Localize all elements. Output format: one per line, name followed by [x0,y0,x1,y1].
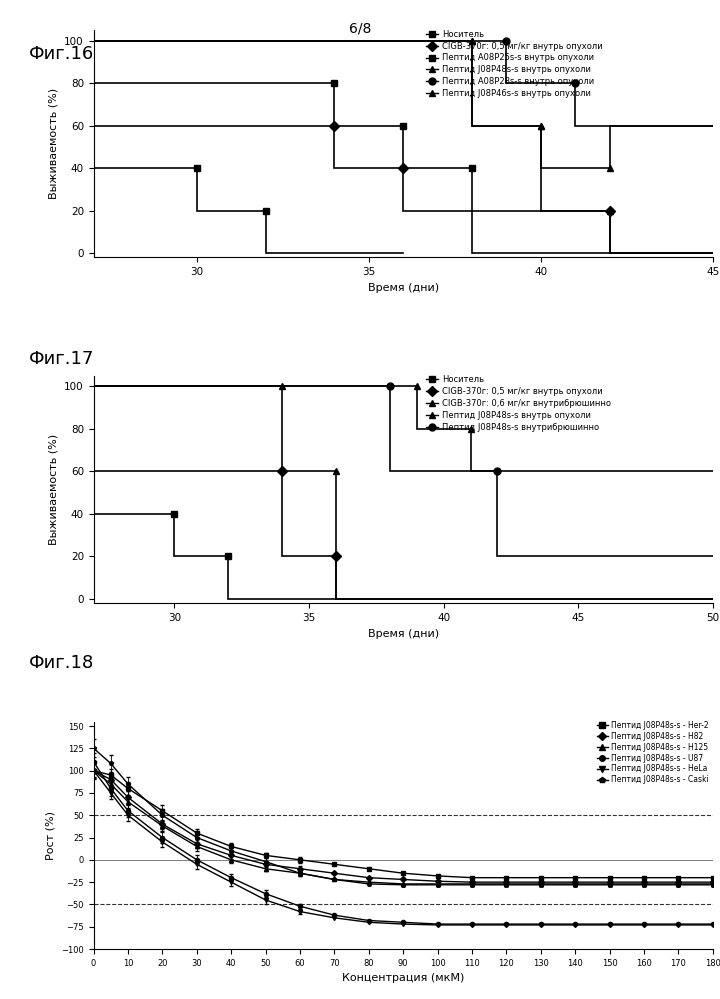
Legend: Носитель, CIGB-370г: 0,5 мг/кг внутрь опухоли, CIGB-370г: 0,6 мг/кг внутрибрюшин: Носитель, CIGB-370г: 0,5 мг/кг внутрь оп… [426,376,611,432]
Legend: Носитель, CIGB-370г: 0,5 мг/кг внутрь опухоли, Пептид A08P25s-s внутрь опухоли, : Носитель, CIGB-370г: 0,5 мг/кг внутрь оп… [426,30,603,98]
Text: Фиг.18: Фиг.18 [29,654,94,672]
Text: Фиг.17: Фиг.17 [29,350,94,368]
Y-axis label: Выживаемость (%): Выживаемость (%) [49,88,59,199]
Y-axis label: Выживаемость (%): Выживаемость (%) [49,434,59,545]
X-axis label: Время (дни): Время (дни) [368,283,438,293]
Legend: Пептид J08P48s-s - Her-2, Пептид J08P48s-s - H82, Пептид J08P48s-s - H125, Пепти: Пептид J08P48s-s - Her-2, Пептид J08P48s… [597,721,709,784]
X-axis label: Концентрация (мкМ): Концентрация (мкМ) [342,973,464,983]
Y-axis label: Рост (%): Рост (%) [45,811,55,860]
Text: Фиг.16: Фиг.16 [29,45,94,63]
X-axis label: Время (дни): Время (дни) [368,628,438,638]
Text: 6/8: 6/8 [348,22,372,36]
